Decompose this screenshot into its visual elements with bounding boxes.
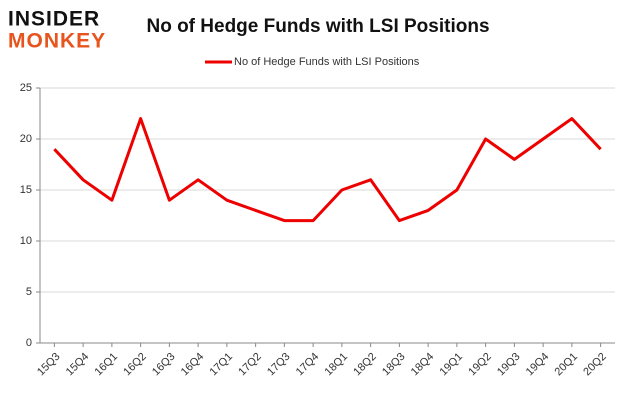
y-tick-label: 20 [20,133,32,145]
chart-title: No of Hedge Funds with LSI Positions [146,16,489,37]
y-tick-label: 0 [26,337,32,349]
y-tick-label: 25 [20,82,32,94]
y-tick-label: 10 [20,235,32,247]
y-tick-label: 15 [20,184,32,196]
y-tick-label: 5 [26,286,32,298]
line-series [53,117,602,223]
logo-top: INSIDER [8,8,100,31]
logo-bottom: MONKEY [8,30,106,53]
legend-label: No of Hedge Funds with LSI Positions [234,56,420,68]
